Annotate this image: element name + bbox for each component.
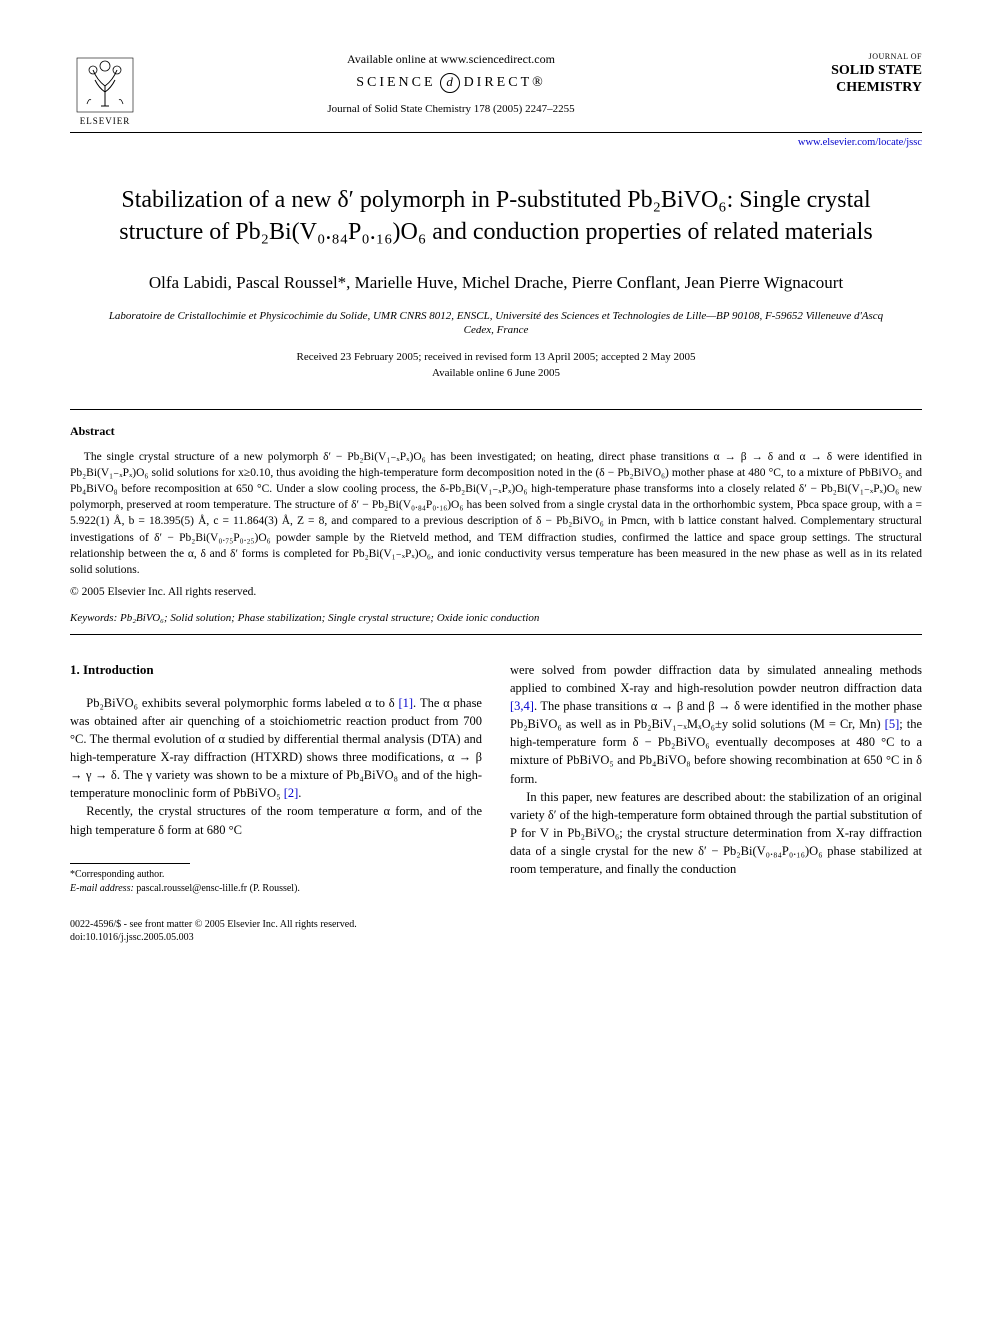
right-column: were solved from powder diffraction data… [510,661,922,896]
abstract-heading: Abstract [70,424,922,439]
header-bar: ELSEVIER Available online at www.science… [70,48,922,133]
available-online-text: Available online at www.sciencedirect.co… [140,52,762,67]
keywords: Keywords: Pb₂BiVO₆; Solid solution; Phas… [70,612,922,624]
footnote-corresponding: *Corresponding author. [70,868,482,882]
keywords-text: Pb₂BiVO₆; Solid solution; Phase stabiliz… [120,612,539,624]
left-para-1: Pb₂BiVO₆ exhibits several polymorphic fo… [70,694,482,803]
header-center: Available online at www.sciencedirect.co… [140,48,762,115]
journal-title-1: SOLID STATE [762,63,922,78]
dates-line-1: Received 23 February 2005; received in r… [70,350,922,365]
divider-bottom [70,634,922,635]
divider-top [70,409,922,410]
journal-link[interactable]: www.elsevier.com/locate/jssc [70,137,922,148]
page-container: ELSEVIER Available online at www.science… [0,0,992,984]
left-column: 1. Introduction Pb₂BiVO₆ exhibits severa… [70,661,482,896]
intro-heading: 1. Introduction [70,661,482,680]
article-title: Stabilization of a new δ′ polymorph in P… [90,184,902,249]
footnote-email-label: E-mail address: [70,883,134,894]
bottom-line-2: doi:10.1016/j.jssc.2005.05.003 [70,931,922,944]
copyright: © 2005 Elsevier Inc. All rights reserved… [70,586,922,598]
right-para-1: were solved from powder diffraction data… [510,661,922,788]
abstract-text: The single crystal structure of a new po… [70,449,922,578]
journal-title-2: CHEMISTRY [762,80,922,95]
sd-circle-icon: d [440,73,460,93]
journal-reference: Journal of Solid State Chemistry 178 (20… [140,103,762,115]
footnote-block: *Corresponding author. E-mail address: p… [70,868,482,896]
authors: Olfa Labidi, Pascal Roussel*, Marielle H… [70,271,922,295]
publication-dates: Received 23 February 2005; received in r… [70,350,922,381]
bottom-info: 0022-4596/$ - see front matter © 2005 El… [70,918,922,944]
right-para-2: In this paper, new features are describe… [510,788,922,879]
keywords-label: Keywords: [70,612,117,624]
affiliation: Laboratoire de Cristallochimie et Physic… [100,309,892,339]
sd-right: DIRECT® [464,75,546,91]
sd-left: SCIENCE [356,75,435,91]
footnote-email: pascal.roussel@ensc-lille.fr (P. Roussel… [136,883,300,894]
footnote-email-line: E-mail address: pascal.roussel@ensc-lill… [70,882,482,896]
dates-line-2: Available online 6 June 2005 [70,366,922,381]
bottom-line-1: 0022-4596/$ - see front matter © 2005 El… [70,918,922,931]
left-para-2: Recently, the crystal structures of the … [70,802,482,838]
journal-small-label: JOURNAL OF [762,52,922,61]
header-right: JOURNAL OF SOLID STATE CHEMISTRY [762,48,922,96]
sciencedirect-logo: SCIENCE d DIRECT® [140,73,762,93]
body-columns: 1. Introduction Pb₂BiVO₆ exhibits severa… [70,661,922,896]
publisher-name: ELSEVIER [80,116,131,126]
footnote-divider [70,863,190,864]
elsevier-logo: ELSEVIER [70,48,140,126]
elsevier-tree-icon [75,56,135,114]
